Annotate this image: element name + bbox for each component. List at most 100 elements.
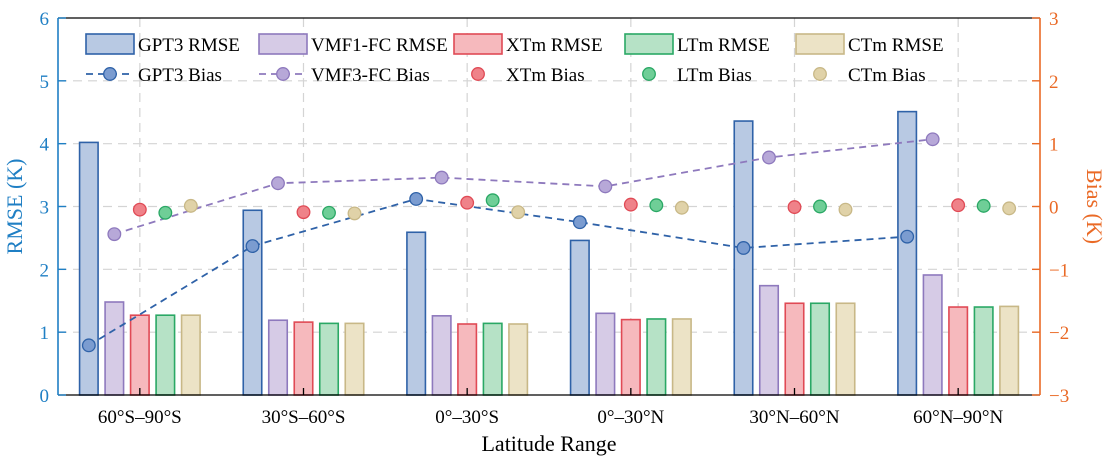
- legend-label: LTm Bias: [677, 65, 752, 86]
- bar-gpt3-rmse-0: [78, 141, 99, 396]
- point-vmf3-fc-bias-0: [107, 227, 122, 242]
- bar-xtm-rmse-1: [293, 321, 314, 396]
- x-tick-label: 30°S–60°S: [262, 407, 346, 428]
- point-ctm-bias-3: [674, 200, 689, 215]
- legend-swatch-ctm-rmse: [795, 33, 845, 55]
- point-gpt3-bias-2: [409, 192, 424, 206]
- right-tick-label: 0: [1049, 198, 1059, 219]
- point-xtm-bias-2: [460, 195, 475, 210]
- left-tick-label: 1: [40, 323, 50, 344]
- point-ctm-bias-5: [1002, 201, 1017, 216]
- bar-vmf1-fc-rmse-5: [922, 274, 943, 396]
- bar-xtm-rmse-5: [948, 306, 969, 396]
- point-ctm-bias-4: [838, 202, 853, 217]
- bar-ltm-rmse-3: [646, 318, 667, 396]
- bias-markers: [81, 132, 1017, 353]
- point-gpt3-bias-4: [736, 241, 751, 255]
- bar-xtm-rmse-2: [457, 323, 478, 396]
- legend-swatch-vmf1-fc-rmse: [258, 33, 308, 55]
- bar-xtm-rmse-0: [129, 314, 150, 396]
- legend-swatch-xtm-rmse: [453, 33, 503, 55]
- legend-swatch-ltm-rmse: [624, 33, 674, 55]
- legend-marker-gpt3-bias: [103, 67, 117, 81]
- left-tick-label: 2: [40, 260, 50, 281]
- bar-ltm-rmse-1: [318, 322, 340, 396]
- legend-label: XTm RMSE: [506, 35, 603, 56]
- x-axis-title: Latitude Range: [481, 431, 616, 456]
- legend-label: CTm Bias: [848, 65, 926, 86]
- bar-vmf1-fc-rmse-1: [267, 319, 289, 396]
- legend-label: LTm RMSE: [677, 35, 770, 56]
- bar-ctm-rmse-2: [508, 323, 529, 396]
- point-xtm-bias-3: [623, 197, 638, 212]
- point-gpt3-bias-0: [81, 338, 96, 353]
- legend-marker-xtm-bias: [471, 67, 485, 81]
- bar-ctm-rmse-3: [671, 318, 692, 396]
- bar-ltm-rmse-5: [973, 306, 994, 396]
- point-vmf3-fc-bias-5: [925, 132, 940, 147]
- point-xtm-bias-5: [951, 198, 966, 213]
- line-gpt3-bias: [88, 198, 908, 347]
- point-xtm-bias-1: [296, 205, 311, 220]
- legend-label: VMF1-FC RMSE: [311, 35, 448, 56]
- left-tick-label: 0: [40, 386, 50, 407]
- right-tick-label: 1: [1049, 135, 1059, 156]
- legend: GPT3 RMSE VMF1-FC RMSE XTm RMSE LTm RMSE CTm…: [85, 33, 944, 86]
- legend-label: GPT3 RMSE: [138, 35, 240, 56]
- point-ctm-bias-1: [347, 206, 362, 221]
- legend-label: GPT3 Bias: [138, 65, 222, 86]
- legend-marker-ctm-bias: [813, 67, 827, 81]
- bar-vmf1-fc-rmse-2: [431, 315, 452, 396]
- x-tick-label: 60°S–90°S: [98, 407, 182, 428]
- left-tick-label: 4: [40, 135, 50, 156]
- bar-vmf1-fc-rmse-3: [595, 312, 616, 396]
- bar-ctm-rmse-0: [180, 314, 201, 396]
- legend-marker-vmf3-fc-bias: [276, 67, 290, 81]
- x-tick-label: 0°–30°S: [435, 407, 499, 428]
- bar-gpt3-rmse-1: [242, 209, 263, 396]
- bar-gpt3-rmse-2: [406, 231, 427, 396]
- right-tick-label: 2: [1049, 72, 1059, 93]
- bar-vmf1-fc-rmse-4: [758, 284, 780, 396]
- bar-gpt3-rmse-3: [569, 239, 590, 396]
- bar-vmf1-fc-rmse-0: [104, 301, 125, 396]
- left-tick-label: 3: [40, 198, 50, 219]
- point-ltm-bias-3: [649, 198, 664, 213]
- point-ltm-bias-4: [813, 199, 827, 214]
- bar-xtm-rmse-3: [620, 318, 641, 396]
- point-ctm-bias-2: [511, 205, 526, 220]
- point-xtm-bias-0: [132, 202, 147, 217]
- legend-label: XTm Bias: [506, 65, 585, 86]
- left-tick-label: 6: [40, 9, 50, 30]
- point-ltm-bias-0: [158, 205, 173, 220]
- legend-marker-ltm-bias: [642, 67, 656, 81]
- bar-ltm-rmse-0: [155, 314, 176, 396]
- point-ltm-bias-2: [485, 193, 500, 208]
- point-ltm-bias-5: [976, 198, 991, 213]
- x-tick-label: 30°N–60°N: [749, 407, 839, 428]
- bar-ltm-rmse-4: [809, 302, 831, 396]
- right-tick-label: −3: [1049, 386, 1069, 407]
- bar-xtm-rmse-4: [784, 302, 805, 396]
- right-tick-label: −2: [1049, 323, 1069, 344]
- left-y-axis-title: RMSE (K): [2, 159, 27, 255]
- rmse-bars: [78, 110, 1020, 396]
- legend-label: CTm RMSE: [848, 35, 944, 56]
- point-gpt3-bias-3: [572, 215, 587, 230]
- point-vmf3-fc-bias-4: [762, 150, 776, 165]
- bar-gpt3-rmse-5: [897, 110, 918, 396]
- legend-label: VMF3-FC Bias: [311, 65, 430, 86]
- point-ctm-bias-0: [183, 198, 198, 213]
- bar-ctm-rmse-5: [999, 305, 1020, 396]
- right-y-axis-title: Bias (K): [1082, 169, 1107, 244]
- point-vmf3-fc-bias-2: [434, 170, 449, 185]
- point-ltm-bias-1: [322, 205, 336, 220]
- point-vmf3-fc-bias-1: [271, 176, 285, 191]
- bar-ctm-rmse-4: [835, 302, 856, 396]
- point-vmf3-fc-bias-3: [598, 179, 613, 194]
- x-tick-label: 60°N–90°N: [913, 407, 1003, 428]
- right-tick-label: −1: [1049, 260, 1069, 281]
- bar-ctm-rmse-1: [344, 322, 365, 396]
- legend-swatch-gpt3-rmse: [85, 33, 135, 55]
